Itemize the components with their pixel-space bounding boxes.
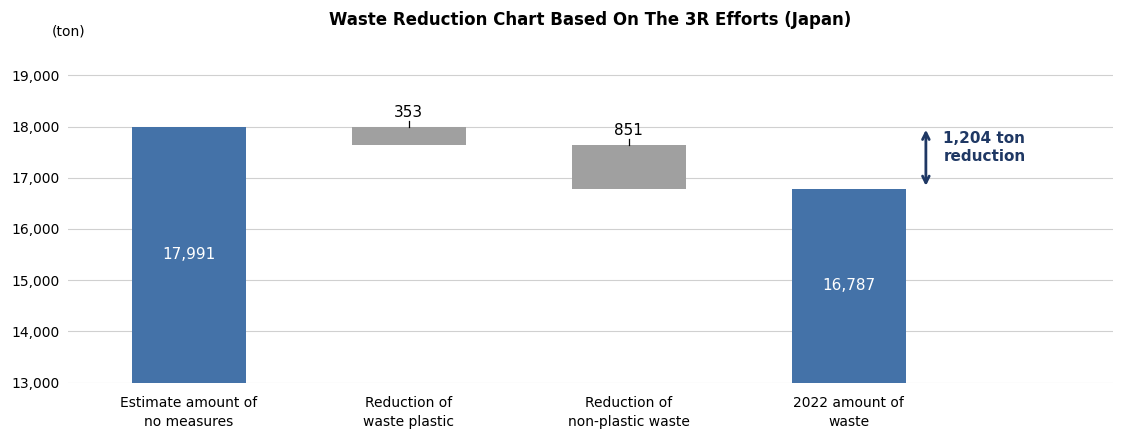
- Text: 17,991: 17,991: [162, 247, 216, 262]
- Bar: [352, 127, 466, 145]
- Text: 1,204 ton
reduction: 1,204 ton reduction: [943, 131, 1026, 165]
- Bar: [132, 127, 246, 383]
- Bar: [791, 189, 906, 383]
- Text: (ton): (ton): [52, 24, 85, 38]
- Text: 851: 851: [615, 123, 643, 139]
- Bar: [572, 145, 686, 189]
- Title: Waste Reduction Chart Based On The 3R Efforts (Japan): Waste Reduction Chart Based On The 3R Ef…: [329, 11, 852, 29]
- Text: 353: 353: [395, 105, 424, 120]
- Text: 16,787: 16,787: [823, 278, 876, 293]
